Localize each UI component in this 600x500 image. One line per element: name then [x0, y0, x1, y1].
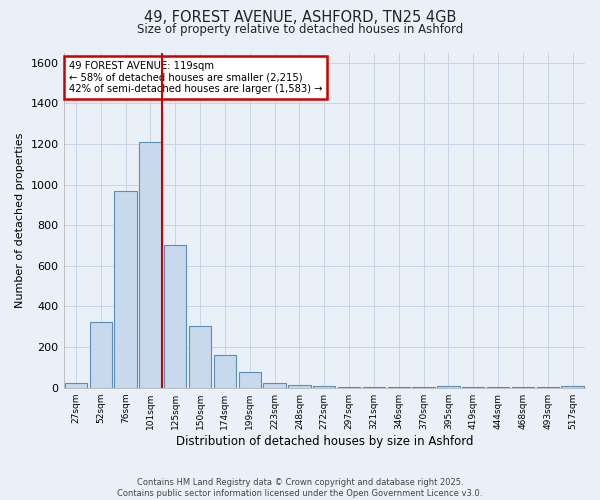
Text: 49 FOREST AVENUE: 119sqm
← 58% of detached houses are smaller (2,215)
42% of sem: 49 FOREST AVENUE: 119sqm ← 58% of detach… [69, 61, 322, 94]
Bar [363, 386, 385, 388]
Bar [288, 384, 311, 388]
Bar [263, 383, 286, 388]
Bar [338, 386, 360, 388]
Bar [89, 322, 112, 388]
Text: 49, FOREST AVENUE, ASHFORD, TN25 4GB: 49, FOREST AVENUE, ASHFORD, TN25 4GB [144, 10, 456, 25]
Bar [115, 190, 137, 388]
X-axis label: Distribution of detached houses by size in Ashford: Distribution of detached houses by size … [176, 434, 473, 448]
Text: Size of property relative to detached houses in Ashford: Size of property relative to detached ho… [137, 22, 463, 36]
Bar [65, 383, 87, 388]
Bar [437, 386, 460, 388]
Bar [139, 142, 161, 388]
Y-axis label: Number of detached properties: Number of detached properties [15, 132, 25, 308]
Bar [313, 386, 335, 388]
Bar [388, 387, 410, 388]
Bar [214, 355, 236, 388]
Bar [189, 326, 211, 388]
Text: Contains HM Land Registry data © Crown copyright and database right 2025.
Contai: Contains HM Land Registry data © Crown c… [118, 478, 482, 498]
Bar [562, 386, 584, 388]
Bar [164, 246, 187, 388]
Bar [239, 372, 261, 388]
